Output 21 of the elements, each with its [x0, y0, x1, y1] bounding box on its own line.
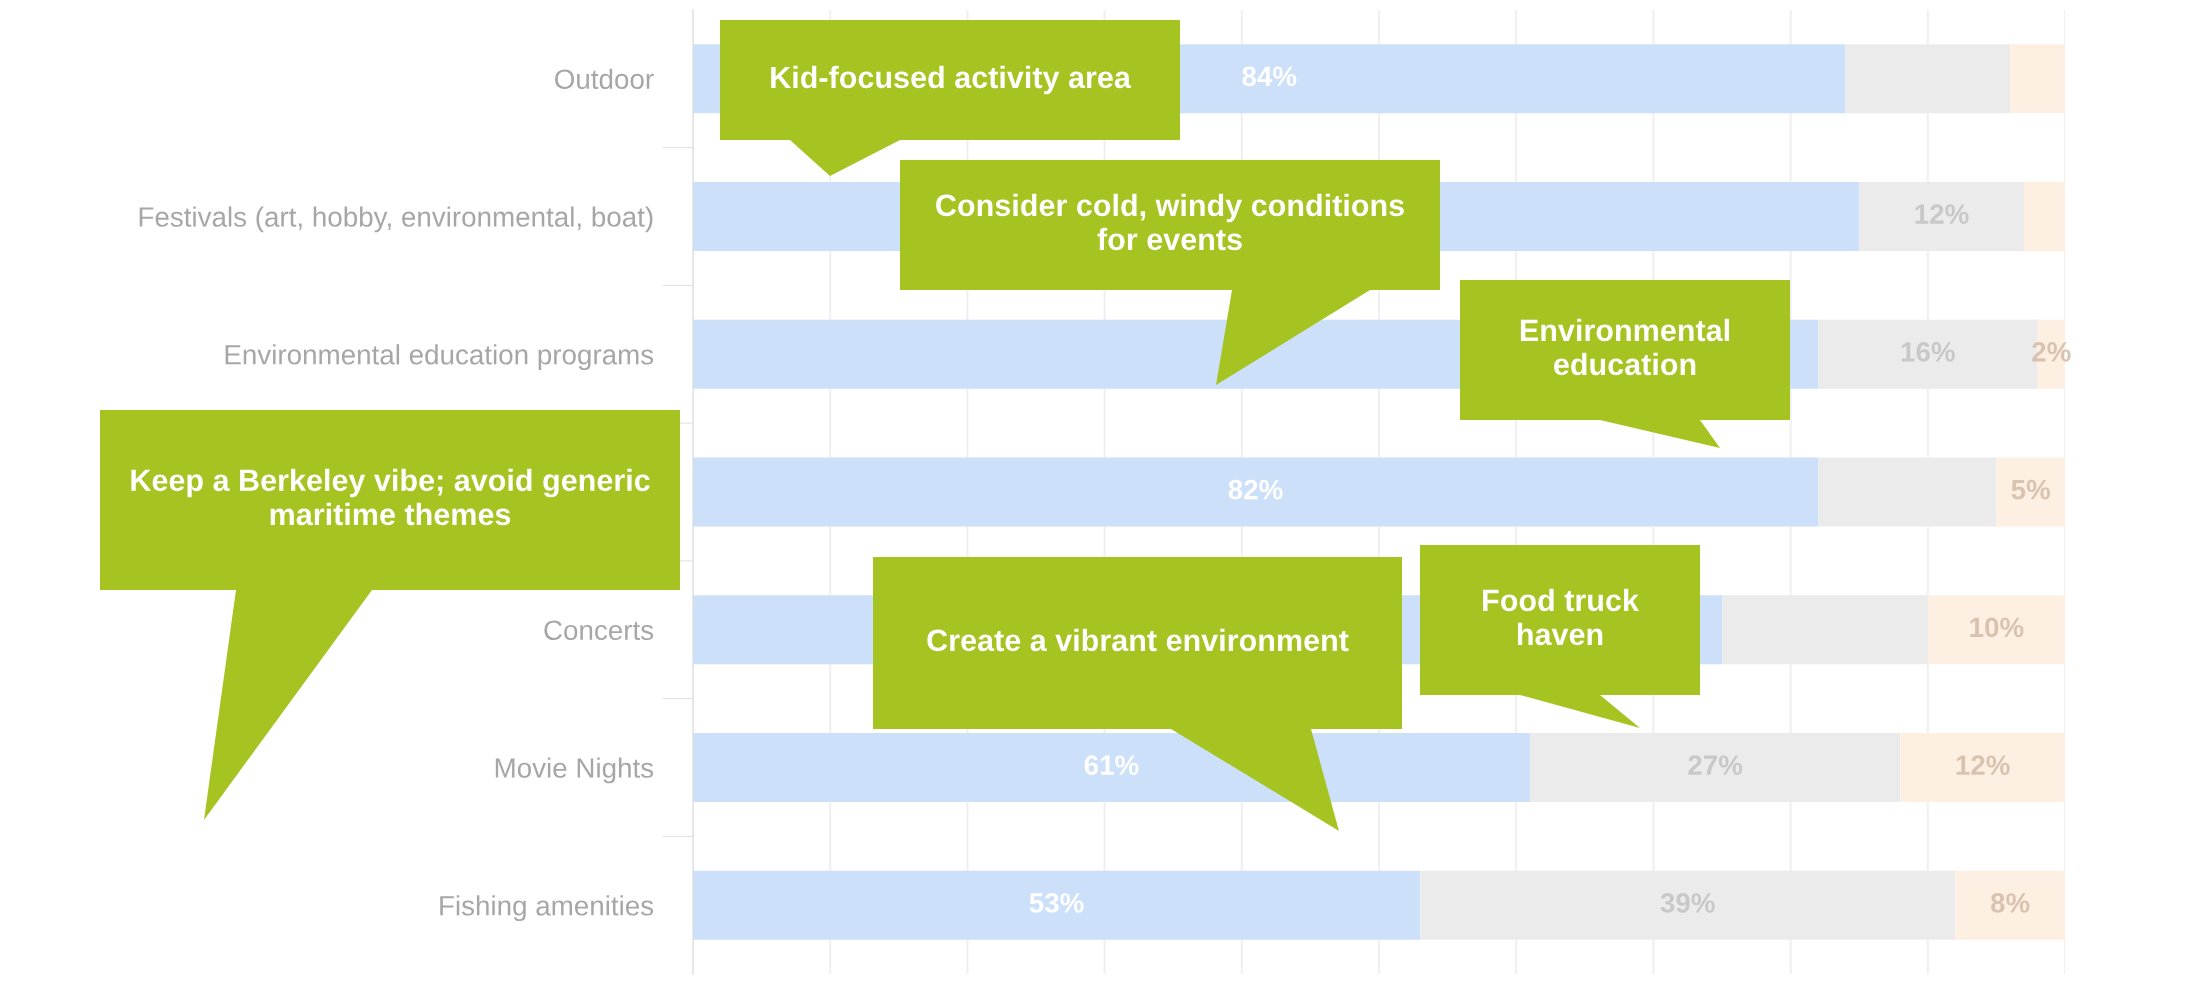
annotation: Create a vibrant environment	[927, 628, 1349, 652]
y-tick-label: Festivals (art, hobby, environmental, boat)	[139, 206, 653, 233]
bar	[693, 870, 1421, 940]
annotation: Consider cold, windy conditions for events	[936, 193, 1404, 251]
bar	[2023, 182, 2065, 251]
y-tick-label: Concerts	[544, 620, 654, 641]
annotation: Environmental education	[1520, 318, 1729, 376]
y-tick-label: Fishing amenities	[440, 895, 654, 922]
bar	[2010, 44, 2065, 114]
text: Keep a Berkeley vibe; avoid generic maritime themes	[131, 468, 650, 526]
annotation: Food truck haven	[1483, 588, 1639, 646]
y-tick-label: Outdoor	[555, 68, 654, 90]
bar	[1955, 870, 2065, 940]
y-tick-label: Movie Nights	[495, 757, 654, 784]
bar	[1900, 733, 2065, 802]
bar	[1996, 457, 2065, 527]
annotation: Kid-focused activity area	[771, 65, 1132, 95]
y-tick-label: Environmental education programs	[225, 344, 654, 371]
bar	[693, 457, 1819, 527]
bar	[1927, 595, 2065, 665]
data-label: 2%	[2032, 342, 2071, 362]
